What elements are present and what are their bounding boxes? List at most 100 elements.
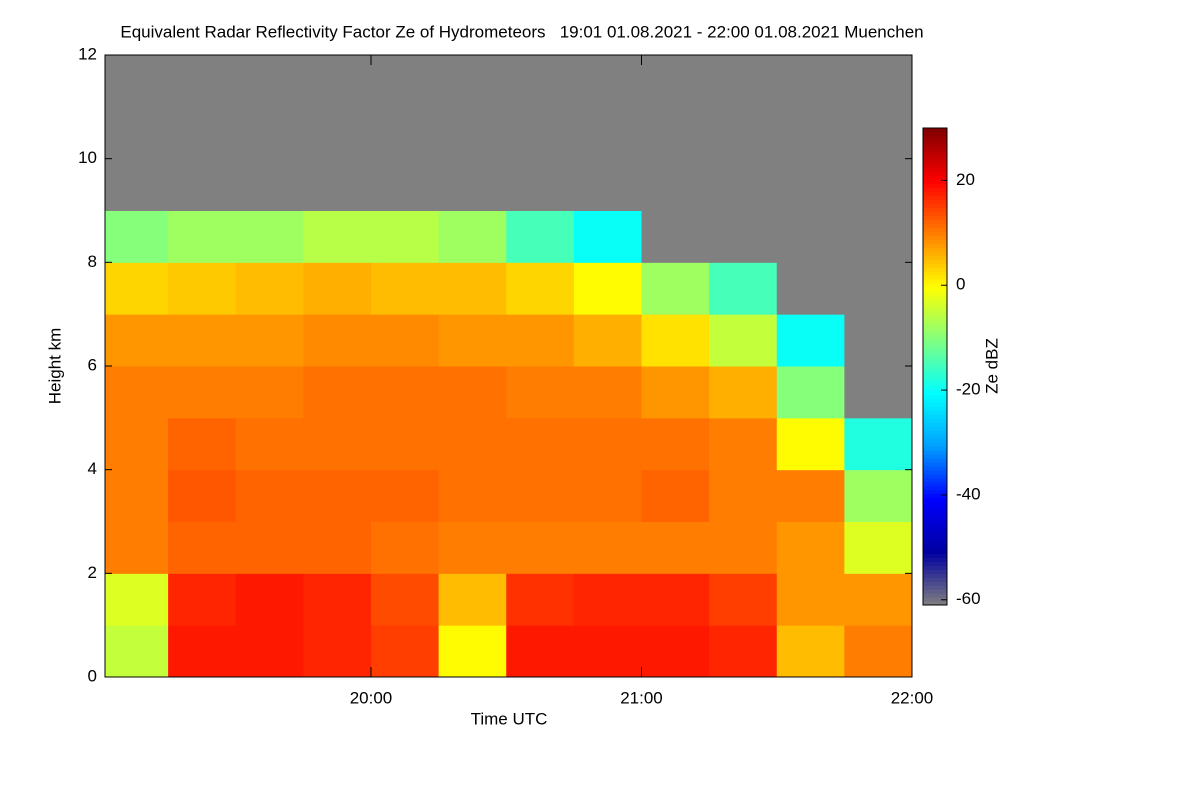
heatmap-cell (370, 366, 440, 419)
colorbar-swatch (923, 283, 947, 288)
colorbar-swatch (923, 601, 947, 606)
heatmap-cell (303, 210, 372, 263)
heatmap-cell (776, 417, 845, 471)
colorbar-swatch (923, 330, 947, 336)
colorbar-swatch (923, 271, 947, 276)
heatmap-cell (709, 417, 778, 471)
heatmap-cell (776, 106, 845, 160)
heatmap-cell (438, 210, 507, 263)
heatmap-cell (370, 469, 440, 522)
colorbar-swatch (923, 414, 947, 419)
x-tick-label: 21:00 (620, 688, 663, 707)
colorbar-swatch (923, 370, 947, 375)
heatmap-cell (641, 521, 710, 574)
colorbar-swatch (923, 465, 947, 471)
heatmap-cell (168, 55, 237, 108)
colorbar-tick-label: 20 (956, 170, 975, 189)
colorbar-swatch (923, 175, 947, 181)
heatmap-cell (641, 158, 710, 211)
colorbar-swatch (923, 298, 947, 304)
heatmap-cell (776, 55, 845, 108)
heatmap-cell (776, 521, 845, 574)
colorbar-swatch (923, 163, 947, 169)
heatmap-cell (709, 573, 778, 626)
colorbar-tick-label: -20 (956, 380, 981, 399)
heatmap-cell (105, 158, 169, 211)
heatmap-cell (641, 55, 710, 108)
heatmap-cell (641, 262, 710, 315)
colorbar-swatch (923, 390, 947, 395)
colorbar-swatch (923, 481, 947, 487)
colorbar-swatch (923, 231, 947, 236)
colorbar-swatch (923, 155, 947, 161)
heatmap-cell (438, 573, 507, 626)
heatmap-cell (303, 573, 372, 626)
heatmap-cell (303, 625, 372, 677)
y-tick-label: 0 (88, 666, 97, 685)
heatmap-cell (303, 314, 372, 367)
heatmap-cell (168, 573, 237, 626)
heatmap-cell (776, 469, 845, 522)
heatmap-cell (776, 366, 845, 419)
heatmap-cell (438, 521, 507, 574)
heatmap-cell (844, 625, 912, 677)
heatmap-cell (709, 262, 778, 315)
heatmap-cell (235, 262, 304, 315)
heatmap-cell (105, 366, 169, 419)
heatmap-cell (438, 106, 507, 160)
heatmap-cell (776, 625, 845, 677)
colorbar-tick-label: -60 (956, 589, 981, 608)
heatmap-cell (641, 106, 710, 160)
colorbar-swatch (923, 410, 947, 415)
heatmap-cell (370, 625, 440, 677)
colorbar-swatch (923, 493, 947, 499)
heatmap-cell (370, 55, 440, 108)
colorbar-swatch (923, 418, 947, 423)
colorbar-swatch (923, 159, 947, 165)
heatmap-cell (709, 210, 778, 263)
colorbar-swatch (923, 171, 947, 177)
heatmap-cell (303, 262, 372, 315)
colorbar-swatch (923, 581, 947, 586)
heatmap-cell (438, 262, 507, 315)
heatmap-cell (370, 106, 440, 160)
heatmap-cell (709, 314, 778, 367)
colorbar-swatch (923, 386, 947, 391)
colorbar-swatch (923, 366, 947, 371)
colorbar-swatch (923, 350, 947, 356)
heatmap-cell (709, 521, 778, 574)
heatmap-cell (105, 573, 169, 626)
heatmap-cell (235, 469, 304, 522)
colorbar-swatch (923, 513, 947, 519)
colorbar-swatch (923, 318, 947, 324)
heatmap-cell (235, 625, 304, 677)
colorbar-label: Ze dBZ (982, 338, 1001, 394)
colorbar-swatch (923, 549, 947, 554)
colorbar-swatch (923, 294, 947, 300)
heatmap-cell (844, 262, 912, 315)
heatmap-cell (168, 158, 237, 211)
colorbar-swatch (923, 251, 947, 256)
colorbar-swatch (923, 438, 947, 443)
heatmap-cell (168, 106, 237, 160)
heatmap-cell (573, 106, 642, 160)
heatmap-cell (303, 469, 372, 522)
heatmap-cell (105, 210, 169, 263)
colorbar-swatch (923, 565, 947, 570)
colorbar-swatch (923, 342, 947, 348)
colorbar-swatch (923, 287, 947, 292)
colorbar-swatch (923, 239, 947, 244)
x-tick-label: 20:00 (350, 688, 393, 707)
heatmap-cell (168, 314, 237, 367)
heatmap-cell (506, 262, 575, 315)
heatmap-cell (709, 625, 778, 677)
colorbar-swatch (923, 573, 947, 578)
heatmap-cell (506, 469, 575, 522)
colorbar-swatch (923, 279, 947, 284)
heatmap-cell (438, 366, 507, 419)
heatmap-cell (303, 55, 372, 108)
heatmap-cell (235, 158, 304, 211)
colorbar-swatch (923, 422, 947, 427)
heatmap-cell (303, 521, 372, 574)
